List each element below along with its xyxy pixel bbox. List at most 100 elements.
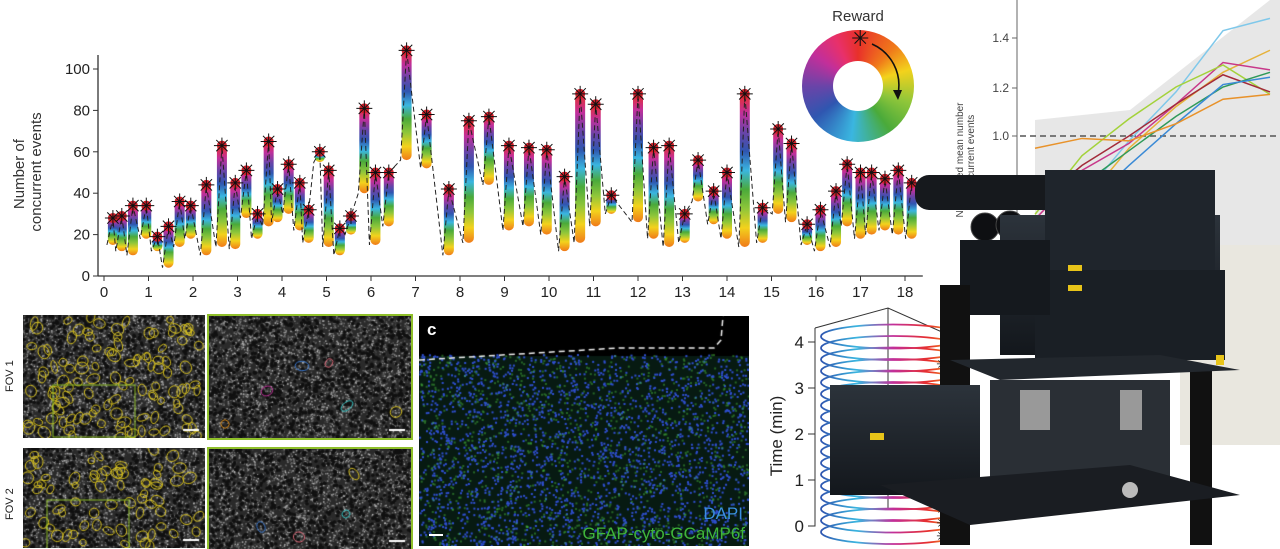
y-tick-label: 20 bbox=[73, 227, 90, 244]
event-trace-segment bbox=[879, 178, 890, 231]
event-trace-segment bbox=[185, 205, 196, 239]
asterisk-star-icon bbox=[291, 174, 308, 191]
x-tick-label: 16 bbox=[808, 284, 825, 300]
y-tick-label: 60 bbox=[73, 144, 90, 161]
star-ray bbox=[647, 141, 660, 154]
event-trace-segment bbox=[757, 207, 768, 243]
panel-label-c: c bbox=[427, 320, 437, 339]
asterisk-star-icon bbox=[630, 85, 646, 102]
star-ray bbox=[420, 108, 433, 121]
star-ray bbox=[692, 154, 705, 167]
star-ray bbox=[905, 176, 918, 189]
x-tick-label: 18 bbox=[897, 284, 914, 300]
star-ray bbox=[707, 185, 720, 198]
x-tick-label: 14 bbox=[719, 284, 736, 300]
asterisk-star-icon bbox=[124, 197, 141, 214]
x-tick-label: 10 bbox=[541, 284, 558, 300]
star-ray bbox=[151, 230, 164, 243]
star-ray bbox=[663, 139, 676, 152]
asterisk-star-icon bbox=[238, 162, 255, 179]
y-tick-label: 2 bbox=[795, 425, 804, 444]
star-ray bbox=[540, 143, 553, 156]
event-trace-segment bbox=[893, 170, 904, 235]
star-ray bbox=[830, 185, 843, 198]
event-traces bbox=[106, 50, 917, 268]
asterisk-star-icon bbox=[398, 42, 415, 59]
event-trace-segment bbox=[722, 172, 732, 239]
star-ray bbox=[756, 201, 769, 214]
star-ray bbox=[785, 137, 798, 150]
star-ray bbox=[369, 166, 382, 179]
y-tick-label: 80 bbox=[73, 102, 90, 119]
asterisk-star-icon bbox=[770, 121, 787, 138]
asterisk-star-icon bbox=[138, 197, 155, 214]
star-ray bbox=[322, 164, 335, 177]
asterisk-star-icon bbox=[500, 137, 517, 154]
y-tick-label: 100 bbox=[65, 61, 90, 78]
star-ray bbox=[442, 183, 455, 196]
asterisk-star-icon bbox=[269, 181, 286, 198]
event-trace-segment bbox=[739, 93, 750, 248]
event-trace-segment bbox=[773, 129, 784, 214]
reward-label: Reward bbox=[832, 8, 884, 25]
star-ray bbox=[106, 212, 119, 225]
y-tick-label: 1.2 bbox=[992, 81, 1009, 95]
star-ray bbox=[358, 102, 371, 115]
asterisk-star-icon bbox=[418, 106, 435, 123]
event-trace-segment bbox=[786, 143, 797, 223]
asterisk-star-icon bbox=[645, 139, 662, 156]
asterisk-star-icon bbox=[736, 85, 753, 102]
event-trace-segment bbox=[815, 209, 826, 252]
event-trace-segment bbox=[866, 172, 877, 235]
event-trace-segment bbox=[116, 215, 127, 252]
x-tick-label: 6 bbox=[367, 284, 375, 300]
event-trace-segment bbox=[503, 145, 514, 231]
star-ray bbox=[678, 207, 691, 220]
asterisk-star-icon bbox=[160, 218, 177, 235]
star-ray bbox=[382, 166, 395, 179]
event-trace-segment bbox=[855, 172, 866, 239]
x-tick-label: 11 bbox=[586, 284, 602, 300]
event-trace-segment bbox=[483, 116, 494, 185]
asterisk-star-icon bbox=[705, 183, 722, 200]
event-trace-segment bbox=[383, 172, 394, 227]
event-trace-segment bbox=[303, 209, 314, 243]
asterisk-star-icon bbox=[227, 174, 244, 191]
event-trace-segment bbox=[174, 201, 185, 248]
star-ray bbox=[215, 139, 228, 152]
event-trace-segment bbox=[252, 213, 263, 239]
asterisk-star-icon bbox=[380, 164, 397, 181]
clockwise-arrow-icon bbox=[871, 43, 902, 100]
asterisk-star-icon: ✳ bbox=[851, 26, 870, 51]
asterisk-star-icon bbox=[754, 199, 771, 216]
star-ray bbox=[574, 87, 587, 100]
asterisk-star-icon bbox=[260, 133, 277, 150]
star-ray bbox=[738, 87, 751, 100]
y-axis-label: Number of concurrent events bbox=[11, 112, 45, 231]
star-ray bbox=[251, 207, 264, 220]
x-tick-label: 0 bbox=[100, 284, 108, 300]
histology-image bbox=[419, 316, 749, 546]
star-ray bbox=[814, 203, 827, 216]
x-tick-label: 4 bbox=[278, 284, 286, 300]
star-ray bbox=[482, 110, 495, 123]
x-tick-label: 7 bbox=[411, 284, 419, 300]
event-trace-segment bbox=[679, 213, 690, 243]
star-ray bbox=[878, 172, 891, 185]
event-trace-segment bbox=[370, 172, 381, 245]
asterisk-star-icon bbox=[213, 137, 230, 154]
event-trace-segment bbox=[693, 160, 704, 202]
event-trace-segment bbox=[421, 114, 432, 169]
asterisk-star-icon bbox=[320, 162, 337, 179]
asterisk-star-icon bbox=[852, 164, 869, 181]
star-ray bbox=[605, 189, 618, 202]
star-ray bbox=[558, 170, 571, 183]
event-trace-segment bbox=[664, 145, 675, 248]
series-line-s8 bbox=[1034, 93, 1271, 149]
star-ray bbox=[229, 176, 242, 189]
star-ray bbox=[200, 178, 213, 191]
asterisk-star-icon bbox=[603, 187, 620, 204]
star-ray bbox=[892, 164, 905, 177]
asterisk-star-icon bbox=[538, 141, 555, 158]
